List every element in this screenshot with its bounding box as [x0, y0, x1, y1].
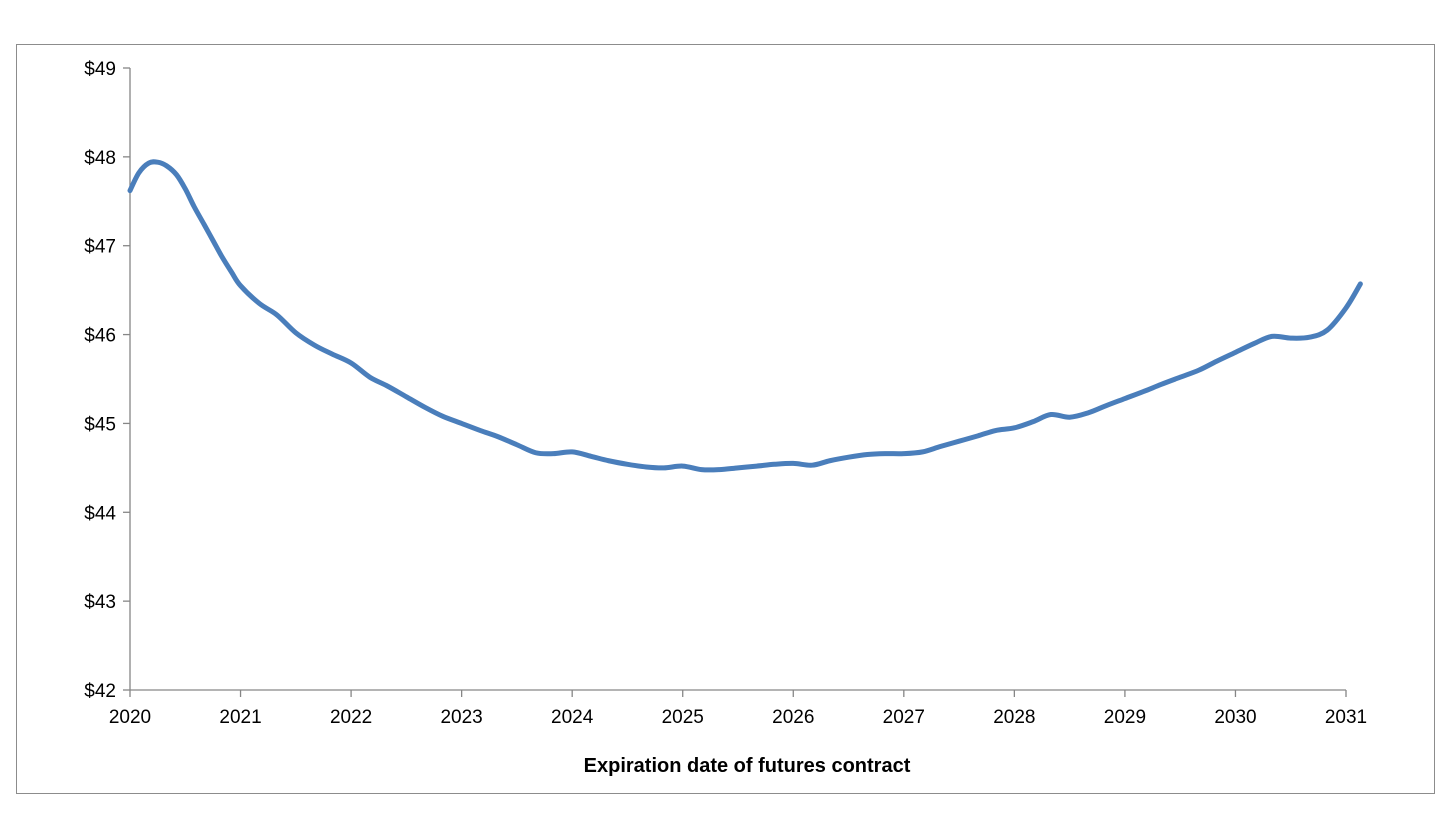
y-tick-label: $43 [84, 592, 116, 613]
x-tick-label: 2030 [1214, 707, 1256, 728]
x-tick-label: 2031 [1325, 707, 1367, 728]
x-axis-title: Expiration date of futures contract [584, 755, 911, 777]
x-tick-label: 2028 [993, 707, 1035, 728]
y-tick-label: $48 [84, 148, 116, 169]
y-tick-label: $46 [84, 326, 116, 347]
y-tick-label: $47 [84, 237, 116, 258]
y-tick-label: $44 [84, 503, 116, 524]
x-tick-label: 2029 [1104, 707, 1146, 728]
y-tick-label: $49 [84, 59, 116, 80]
y-tick-label: $42 [84, 681, 116, 702]
series-group [127, 159, 1363, 473]
x-tick-label: 2020 [109, 707, 151, 728]
x-tick-label: 2027 [883, 707, 925, 728]
x-tick-label: 2023 [440, 707, 482, 728]
x-tick-label: 2024 [551, 707, 594, 728]
x-tick-label: 2025 [662, 707, 704, 728]
y-tick-label: $45 [84, 414, 116, 435]
series-line-0 [127, 159, 1363, 473]
x-tick-label: 2021 [219, 707, 261, 728]
y-axis: $42 $43 $44 $45 $46 $47 $48 $49 [84, 59, 131, 702]
x-tick-label: 2026 [772, 707, 814, 728]
chart-frame: $42 $43 $44 $45 $46 $47 $48 $49 2020 2021 2022 202… [16, 44, 1435, 794]
x-tick-label: 2022 [330, 707, 372, 728]
x-axis: 2020 2021 2022 2023 2024 2025 2026 2027 2028 2029… [109, 689, 1367, 728]
line-chart: $42$43$44$45$46$47$48$49 2020 2021 2022 202… [84, 59, 1367, 777]
